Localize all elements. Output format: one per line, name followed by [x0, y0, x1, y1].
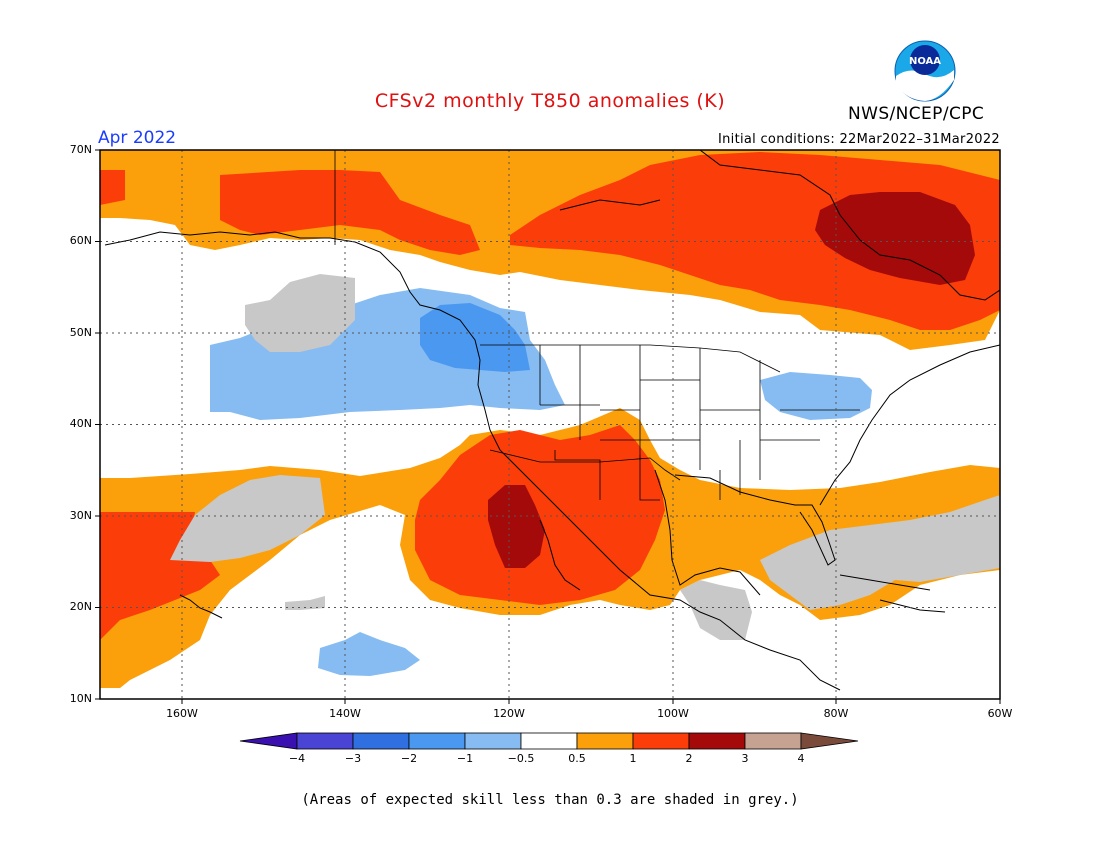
- tropical-blue-region: [318, 632, 420, 676]
- colorbar-label: 0.5: [568, 752, 586, 765]
- northwest-blue-core: [420, 303, 530, 372]
- north-red-region-1: [220, 170, 480, 255]
- agency-label: NWS/NCEP/CPC: [848, 104, 985, 124]
- logo-text: NOAA: [909, 56, 941, 67]
- grey-region-mexico: [680, 580, 752, 640]
- colorbar-cell-0: [239, 732, 298, 750]
- noaa-logo: NOAA: [894, 40, 956, 102]
- southwest-red-region: [415, 425, 665, 605]
- lat-label-70n: 70N: [69, 143, 92, 156]
- colorbar-cell-7: [632, 732, 690, 750]
- colorbar-cell-9: [744, 732, 802, 750]
- grey-region-nepacific: [245, 274, 355, 352]
- lon-label-100w: 100W: [657, 707, 689, 720]
- lon-label-120w: 120W: [493, 707, 525, 720]
- lat-label-10n: 10N: [69, 692, 92, 705]
- colorbar-cell-2: [352, 732, 410, 750]
- colorbar-label: −4: [288, 752, 306, 765]
- colorbar-cell-10: [800, 732, 859, 750]
- grey-region-pacific: [170, 475, 325, 562]
- colorbar-label: 4: [797, 752, 805, 765]
- grey-region-gulf: [760, 495, 1000, 610]
- lon-label-140w: 140W: [329, 707, 361, 720]
- chart-title: CFSv2 monthly T850 anomalies (K): [374, 90, 726, 112]
- lat-label-50n: 50N: [69, 326, 92, 339]
- borders: [334, 150, 860, 501]
- colorbar-label: −1: [456, 752, 474, 765]
- valid-month: Apr 2022: [98, 128, 177, 148]
- axis-ticks: [95, 149, 1001, 704]
- colorbar: [239, 732, 859, 750]
- colorbar-cell-5: [520, 732, 578, 750]
- colorbar-cell-8: [688, 732, 746, 750]
- lat-label-60n: 60N: [69, 234, 92, 247]
- lat-label-30n: 30N: [69, 509, 92, 522]
- skill-footnote: (Areas of expected skill less than 0.3 a…: [301, 792, 799, 808]
- initial-conditions: Initial conditions: 22Mar2022–31Mar2022: [717, 132, 1000, 147]
- north-darkred-region: [815, 192, 975, 285]
- lon-label-60w: 60W: [987, 707, 1013, 720]
- lat-label-40n: 40N: [69, 417, 92, 430]
- gridlines: [100, 150, 1000, 699]
- lon-label-160w: 160W: [166, 707, 198, 720]
- colorbar-cell-1: [296, 732, 354, 750]
- lat-label-20n: 20N: [69, 600, 92, 613]
- coastlines: [104, 150, 1000, 691]
- colorbar-label: −2: [400, 752, 418, 765]
- lon-label-80w: 80W: [823, 707, 849, 720]
- grey-region-small: [285, 596, 325, 610]
- southwest-darkred-region: [488, 485, 545, 568]
- colorbar-cell-3: [408, 732, 466, 750]
- colorbar-label: 1: [629, 752, 637, 765]
- greatlakes-blue-region: [760, 372, 872, 420]
- colorbar-label: −3: [344, 752, 362, 765]
- colorbar-cell-4: [464, 732, 522, 750]
- colorbar-label: 3: [741, 752, 749, 765]
- colorbar-cell-6: [576, 732, 634, 750]
- colorbar-label: 2: [685, 752, 693, 765]
- colorbar-label: −0.5: [507, 752, 535, 765]
- north-red-region-3: [100, 170, 125, 205]
